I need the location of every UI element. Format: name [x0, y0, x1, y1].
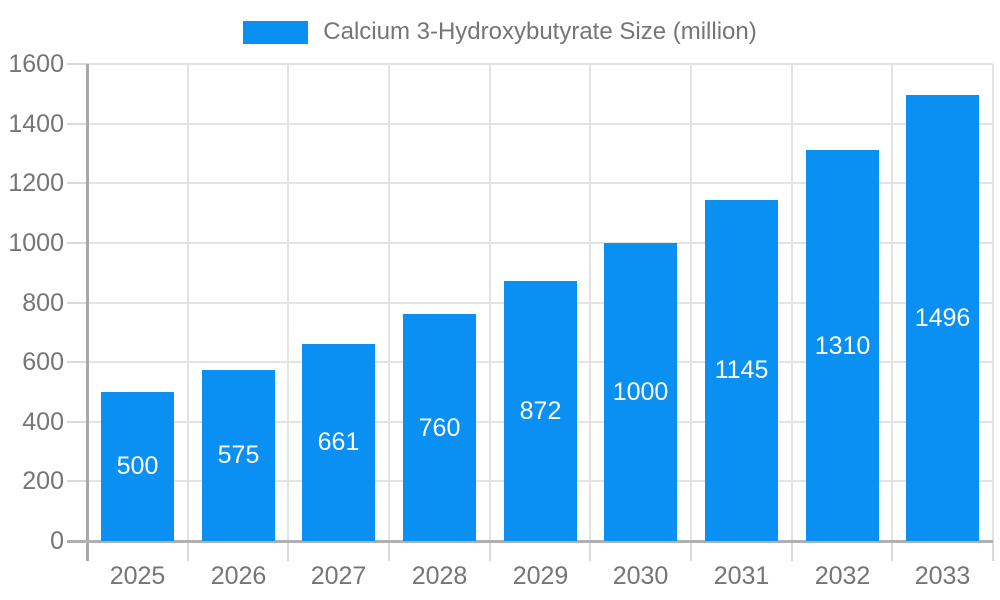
- legend: Calcium 3-Hydroxybutyrate Size (million): [0, 18, 1000, 46]
- bar: [705, 200, 778, 541]
- x-axis-tick: [791, 541, 793, 561]
- y-axis-tick-label: 600: [22, 348, 64, 376]
- y-axis-tick: [67, 361, 87, 363]
- x-axis-tick-label: 2032: [814, 562, 871, 590]
- legend-swatch: [243, 20, 309, 44]
- bar-value-label: 1310: [814, 332, 871, 360]
- gridline-vertical: [589, 64, 591, 541]
- gridline-horizontal: [87, 123, 993, 125]
- bar: [101, 392, 174, 541]
- gridline-horizontal: [87, 242, 993, 244]
- gridline-vertical: [388, 64, 390, 541]
- y-axis-tick: [67, 480, 87, 482]
- bar: [302, 344, 375, 541]
- bar-value-label: 760: [418, 414, 461, 442]
- x-axis-tick-label: 2029: [512, 562, 569, 590]
- bar-value-label: 575: [217, 441, 260, 469]
- gridline-vertical: [891, 64, 893, 541]
- y-axis-tick: [67, 421, 87, 423]
- y-axis-tick-label: 1600: [8, 50, 64, 78]
- y-axis-tick: [67, 242, 87, 244]
- x-axis-tick: [690, 541, 692, 561]
- bar-value-label: 661: [317, 428, 360, 456]
- gridline-vertical: [489, 64, 491, 541]
- gridline-vertical: [690, 64, 692, 541]
- x-axis-tick-label: 2030: [612, 562, 669, 590]
- bar-value-label: 1000: [612, 378, 669, 406]
- y-axis-tick: [67, 182, 87, 184]
- x-axis-tick-label: 2027: [310, 562, 367, 590]
- bar: [806, 150, 879, 541]
- bar: [906, 95, 979, 541]
- gridline-horizontal: [87, 182, 993, 184]
- bar-value-label: 1145: [714, 356, 769, 384]
- bar: [202, 370, 275, 541]
- y-axis-tick-label: 800: [22, 289, 64, 317]
- x-axis-tick: [589, 541, 591, 561]
- x-axis-tick: [489, 541, 491, 561]
- bar-value-label: 500: [116, 452, 159, 480]
- x-axis-tick-label: 2025: [109, 562, 166, 590]
- x-axis-tick: [388, 541, 390, 561]
- bar: [403, 314, 476, 541]
- x-axis-tick-label: 2031: [713, 562, 770, 590]
- x-axis-tick: [287, 541, 289, 561]
- y-axis-tick-label: 1400: [8, 110, 64, 138]
- y-axis-tick-label: 1200: [8, 169, 64, 197]
- y-axis-tick-label: 200: [22, 467, 64, 495]
- x-axis-tick: [891, 541, 893, 561]
- y-axis-tick: [67, 123, 87, 125]
- x-axis-tick-label: 2026: [210, 562, 267, 590]
- bar-value-label: 1496: [914, 304, 971, 332]
- bar: [604, 243, 677, 541]
- y-axis-tick-label: 400: [22, 408, 64, 436]
- legend-label: Calcium 3-Hydroxybutyrate Size (million): [323, 18, 757, 45]
- x-axis-tick: [187, 541, 189, 561]
- x-axis-tick-label: 2033: [914, 562, 971, 590]
- y-axis-tick: [67, 302, 87, 304]
- y-axis-line: [86, 64, 89, 561]
- gridline-vertical: [187, 64, 189, 541]
- bar-value-label: 872: [519, 397, 562, 425]
- x-axis-tick-label: 2028: [411, 562, 468, 590]
- x-axis-tick: [992, 541, 994, 561]
- x-axis-line: [67, 540, 993, 543]
- y-axis-tick-label: 1000: [8, 229, 64, 257]
- y-axis-tick-label: 0: [50, 527, 64, 555]
- gridline-horizontal: [87, 63, 993, 65]
- bar: [504, 281, 577, 541]
- gridline-vertical: [791, 64, 793, 541]
- y-axis-tick: [67, 63, 87, 65]
- gridline-vertical: [287, 64, 289, 541]
- gridline-vertical: [992, 64, 994, 541]
